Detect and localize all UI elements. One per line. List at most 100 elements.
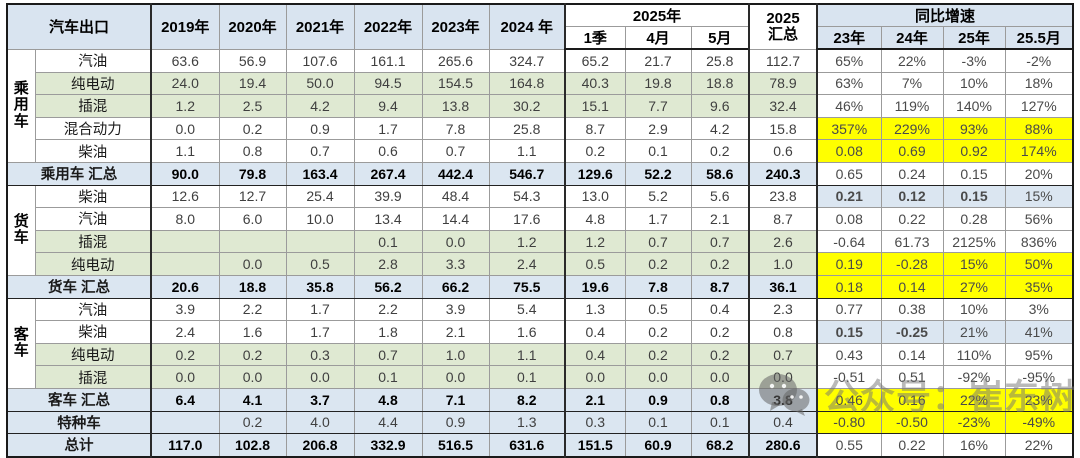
growth-cell: 0.19 [816,252,882,276]
table-row: 乘用车 汇总 90.0 79.8 163.4 267.4 442.4 546.7 129.6 5… [6,161,1074,186]
corner-header: 汽车出口 [6,3,152,50]
value-cell [218,229,287,254]
growth-cell: 21% [942,320,1006,344]
value-cell: 1.0 [421,342,490,367]
value-cell: 65.2 [564,48,626,73]
value-cell: 151.5 [564,433,626,458]
value-cell: 0.2 [690,139,750,163]
value-cell: 35.8 [285,274,355,299]
growth-cell: 10% [942,297,1006,322]
row-label: 纯电动 [34,252,152,276]
value-cell: 19.6 [564,274,626,299]
value-cell: 161.1 [353,48,423,73]
value-cell: 4.8 [564,207,626,231]
value-cell: 18.8 [690,71,750,96]
value-cell: 2.3 [748,297,818,322]
growth-cell: 7% [880,71,944,96]
table-row: 柴油 1.1 0.8 0.7 0.6 0.7 1.1 0.2 0.1 0.2 0.6 0.08 0.69… [7,139,1074,163]
growth-cell: 0.22 [880,433,944,458]
vehicle-group-label: 货 车 [6,184,36,276]
value-cell [150,229,220,254]
growth-cell: 22% [880,48,944,73]
growth-cell: -95% [1004,365,1074,389]
value-cell: 2.8 [353,252,423,276]
value-cell: 50.0 [285,71,355,96]
growth-cell: 15% [942,252,1006,276]
growth-cell: 41% [1004,320,1074,344]
value-cell: 2.4 [488,252,566,276]
value-cell: 1.7 [285,297,355,322]
row-label: 汽油 [34,297,152,322]
growth-cell: 2125% [942,229,1006,254]
table-row: 纯电动 0.0 0.5 2.8 3.3 2.4 0.5 0.2 0.2 1.0 0.19 -0.28 1… [7,252,1074,276]
value-cell: 12.7 [218,184,287,209]
table-row: 客 车汽油 3.9 2.2 1.7 2.2 3.9 5.4 1.3 0.5 0.4 2.3 0.77 0… [6,297,1074,389]
value-cell: 0.8 [690,387,750,412]
value-cell: 5.4 [488,297,566,322]
value-cell: 60.9 [624,433,692,458]
value-cell: 2.1 [421,320,490,344]
value-cell: 1.1 [488,342,566,367]
growth-cell: 35% [1004,274,1074,299]
value-cell: 0.0 [150,116,220,141]
col-header-yoy-23: 23年 [816,26,882,50]
value-cell: 7.8 [421,116,490,141]
value-cell: 0.2 [690,320,750,344]
value-cell: 2.1 [690,207,750,231]
growth-cell: 88% [1004,116,1074,141]
value-cell: 0.9 [421,410,490,435]
growth-cell: 0.21 [816,184,882,209]
value-cell: 24.0 [150,71,220,96]
value-cell: 13.8 [421,94,490,118]
value-cell: 3.3 [421,252,490,276]
growth-cell: 3% [1004,297,1074,322]
value-cell: 1.2 [150,94,220,118]
value-cell: 3.8 [748,387,818,412]
growth-cell: 0.28 [942,207,1006,231]
value-cell: 0.2 [564,139,626,163]
value-cell: 0.0 [285,365,355,389]
growth-cell: -0.64 [816,229,882,254]
table-row: 货 车柴油 12.6 12.7 25.4 39.9 48.4 54.3 13.0 5.2 5.6 2… [6,184,1074,276]
value-cell: 36.1 [748,274,818,299]
value-cell: 240.3 [748,161,818,186]
value-cell: 107.6 [285,48,355,73]
value-cell: 40.3 [564,71,626,96]
value-cell: 4.8 [353,387,423,412]
value-cell: 13.0 [564,184,626,209]
value-cell: 4.0 [285,410,355,435]
table-header: 汽车出口 2019年 2020年 2021年 2022年 2023年 2024 … [6,3,1074,50]
value-cell: 0.0 [421,229,490,254]
growth-cell: 63% [816,71,882,96]
col-header-2024: 2024 年 [488,3,566,50]
value-cell: 0.5 [624,297,692,322]
value-cell: 48.4 [421,184,490,209]
growth-cell: 229% [880,116,944,141]
value-cell: 9.4 [353,94,423,118]
value-cell: 0.2 [218,116,287,141]
value-cell: 1.3 [488,410,566,435]
value-cell: 546.7 [488,161,566,186]
auto-export-table: 汽车出口 2019年 2020年 2021年 2022年 2023年 2024 … [6,3,1074,458]
value-cell: 3.9 [421,297,490,322]
value-cell: 2.5 [218,94,287,118]
value-cell: 8.7 [564,116,626,141]
value-cell: 2.9 [624,116,692,141]
growth-cell: 65% [816,48,882,73]
value-cell: 0.1 [353,365,423,389]
col-header-2020: 2020年 [218,3,287,50]
table-row: 客车 汇总 6.4 4.1 3.7 4.8 7.1 8.2 2.1 0.9 0.8 3.8 0.46 0… [6,387,1074,412]
growth-cell: -0.25 [880,320,944,344]
value-cell: 8.7 [690,274,750,299]
growth-cell: 0.22 [880,207,944,231]
value-cell: 17.6 [488,207,566,231]
value-cell: 0.0 [218,365,287,389]
col-header-2022: 2022年 [353,3,423,50]
growth-cell: 50% [1004,252,1074,276]
value-cell: 0.3 [564,410,626,435]
row-label: 汽油 [34,48,152,73]
value-cell: 0.5 [285,252,355,276]
value-cell: 0.2 [150,342,220,367]
value-cell: 0.4 [690,297,750,322]
value-cell: 267.4 [353,161,423,186]
